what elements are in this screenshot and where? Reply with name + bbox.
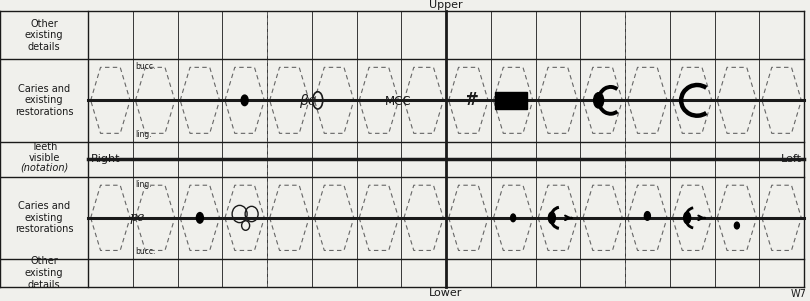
Text: Lower: Lower	[429, 288, 463, 298]
Ellipse shape	[645, 212, 650, 220]
Text: bucc.: bucc.	[134, 62, 156, 71]
Ellipse shape	[510, 214, 516, 222]
Text: ling.: ling.	[134, 180, 151, 189]
Text: Caries and
existing
restorations: Caries and existing restorations	[15, 201, 73, 234]
Ellipse shape	[196, 213, 203, 223]
Text: (notation): (notation)	[20, 163, 68, 173]
Text: Caries and
existing
restorations: Caries and existing restorations	[15, 84, 73, 117]
Ellipse shape	[548, 212, 556, 224]
Ellipse shape	[735, 222, 740, 229]
Ellipse shape	[241, 95, 248, 106]
Text: pe: pe	[130, 211, 145, 224]
Text: Other
existing
details: Other existing details	[25, 19, 63, 52]
Text: W7: W7	[791, 289, 807, 299]
Text: ling.: ling.	[134, 130, 151, 139]
Ellipse shape	[594, 93, 603, 108]
Text: MCC: MCC	[385, 95, 411, 108]
Text: Upper: Upper	[429, 0, 463, 10]
Text: #: #	[464, 91, 479, 109]
Text: bucc.: bucc.	[134, 247, 156, 256]
Text: Teeth
visible: Teeth visible	[28, 142, 60, 163]
Text: $\beta$c: $\beta$c	[299, 92, 317, 110]
Text: Right: Right	[91, 154, 121, 164]
Ellipse shape	[684, 212, 691, 224]
Bar	[495, 92, 527, 109]
Text: Other
existing
details: Other existing details	[25, 256, 63, 290]
Text: Left: Left	[781, 154, 802, 164]
